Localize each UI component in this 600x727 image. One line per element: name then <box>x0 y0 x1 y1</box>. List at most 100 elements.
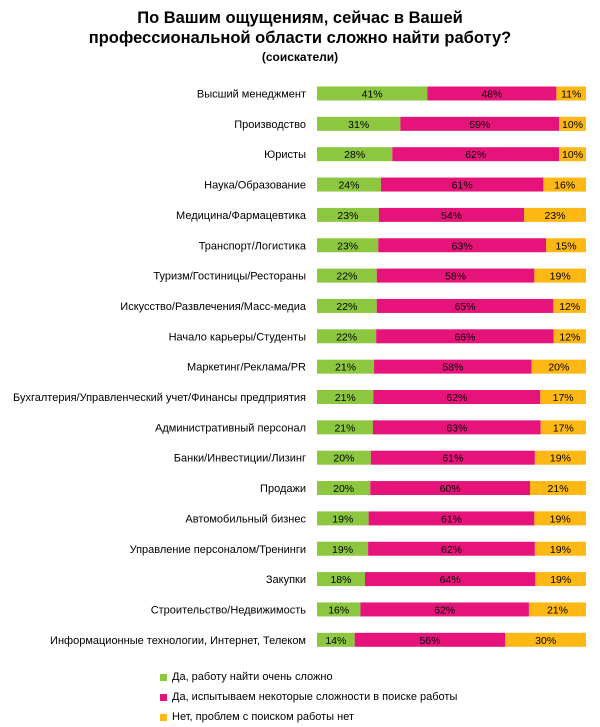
bar-segment-series-1 <box>378 207 525 222</box>
category-label: Закупки <box>266 574 306 586</box>
bar-value-label: 12% <box>559 331 580 343</box>
bar-segment-series-1 <box>376 329 554 344</box>
bar-segment-series-1 <box>372 420 541 435</box>
bar-segment-series-0 <box>317 511 369 526</box>
bar-value-label: 28% <box>344 149 365 161</box>
bar-segment-series-2 <box>524 207 586 222</box>
category-label: Управление персоналом/Тренинги <box>130 544 306 556</box>
bar-value-label: 62% <box>465 149 486 161</box>
chart-subtitle: (соискатели) <box>261 50 339 64</box>
bar-value-label: 64% <box>440 574 461 586</box>
bar-value-label: 61% <box>441 513 462 525</box>
bar-value-label: 24% <box>338 180 359 192</box>
bar-segment-series-1 <box>354 632 506 647</box>
bar-value-label: 23% <box>545 210 566 222</box>
bar-value-label: 61% <box>442 453 463 465</box>
bar-segment-series-1 <box>378 238 547 253</box>
bar-segment-series-0 <box>317 541 369 556</box>
bar-segment-series-0 <box>317 329 377 344</box>
legend-swatch-green <box>160 673 167 681</box>
category-label: Транспорт/Логистика <box>199 240 307 252</box>
category-label: Строительство/Недвижимость <box>151 604 307 616</box>
bar-value-label: 21% <box>334 422 355 434</box>
bar-segment-series-0 <box>317 481 371 496</box>
bar-segment-series-0 <box>317 420 373 435</box>
category-label: Юристы <box>264 149 306 161</box>
bar-segment-series-2 <box>534 541 586 556</box>
bar-segment-series-1 <box>374 359 532 374</box>
bar-value-label: 48% <box>481 89 502 101</box>
bar-value-label: 56% <box>419 635 440 647</box>
bar-segment-series-2 <box>535 572 586 587</box>
bar-segment-series-1 <box>370 450 535 465</box>
bar-value-label: 21% <box>335 362 356 374</box>
bar-value-label: 22% <box>336 301 357 313</box>
bar-segment-series-2 <box>553 329 586 344</box>
category-label: Начало карьеры/Студенты <box>169 331 306 343</box>
category-label: Информационные технологии, Интернет, Тел… <box>50 635 306 647</box>
bar-value-label: 60% <box>440 483 461 495</box>
bar-value-label: 17% <box>553 422 574 434</box>
category-label: Банки/Инвестиции/Лизинг <box>174 453 306 465</box>
bar-segment-series-2 <box>528 602 586 617</box>
bar-value-label: 58% <box>445 271 466 283</box>
bar-segment-series-1 <box>360 602 529 617</box>
category-label: Высший менеджмент <box>197 89 306 101</box>
legend-item-some-difficulty: Да, испытываем некоторые сложности в пои… <box>160 687 457 707</box>
category-label: Туризм/Гостиницы/Рестораны <box>153 271 306 283</box>
bar-value-label: 20% <box>333 453 354 465</box>
bar-value-label: 15% <box>556 240 577 252</box>
bar-value-label: 20% <box>548 362 569 374</box>
category-label: Автомобильный бизнес <box>185 513 306 525</box>
bar-segment-series-1 <box>376 268 535 283</box>
category-label: Наука/Образование <box>204 180 306 192</box>
bar-value-label: 10% <box>562 149 583 161</box>
bar-value-label: 19% <box>550 513 571 525</box>
category-label: Административный персонал <box>155 422 306 434</box>
bar-segment-series-2 <box>559 116 586 131</box>
category-label: Бухгалтерия/Управленческий учет/Финансы … <box>13 392 306 404</box>
bar-segment-series-2 <box>505 632 586 647</box>
bar-value-label: 19% <box>550 574 571 586</box>
legend-label-no-problem: Нет, проблем с поиском работы нет <box>172 711 355 723</box>
bar-segment-series-2 <box>540 420 586 435</box>
bar-value-label: 10% <box>562 119 583 131</box>
bar-segment-series-2 <box>540 390 586 404</box>
bar-value-label: 21% <box>335 392 356 404</box>
bar-segment-series-1 <box>368 541 535 556</box>
bar-segment-series-2 <box>559 147 586 162</box>
bar-value-label: 22% <box>336 271 357 283</box>
bar-segment-series-0 <box>317 632 355 647</box>
bar-value-label: 22% <box>336 331 357 343</box>
bar-value-label: 54% <box>441 210 462 222</box>
legend-item-no-problem: Нет, проблем с поиском работы нет <box>160 707 457 727</box>
bar-value-label: 19% <box>550 544 571 556</box>
bar-value-label: 30% <box>535 635 556 647</box>
bar-value-label: 61% <box>452 180 473 192</box>
bar-segment-series-0 <box>317 602 361 617</box>
bar-value-label: 16% <box>328 604 349 616</box>
bar-segment-series-2 <box>534 511 586 526</box>
bar-segment-series-1 <box>364 572 536 587</box>
bar-segment-series-2 <box>530 481 586 496</box>
bar-value-label: 19% <box>332 513 353 525</box>
bar-value-label: 18% <box>330 574 351 586</box>
bar-segment-series-1 <box>370 481 531 496</box>
bar-value-label: 62% <box>446 392 467 404</box>
bar-segment-series-0 <box>317 177 381 192</box>
bar-segment-series-2 <box>531 359 586 374</box>
bar-value-label: 62% <box>441 544 462 556</box>
bar-segment-series-0 <box>317 268 377 283</box>
bar-value-label: 63% <box>452 240 473 252</box>
bar-segment-series-2 <box>546 238 586 253</box>
bar-segment-series-1 <box>400 116 560 131</box>
bar-value-label: 19% <box>550 453 571 465</box>
bar-segment-series-0 <box>317 147 393 162</box>
legend-swatch-orange <box>160 713 167 721</box>
bar-value-label: 62% <box>434 604 455 616</box>
bar-value-label: 14% <box>325 635 346 647</box>
bar-value-label: 11% <box>561 89 581 101</box>
category-label: Медицина/Фармацевтика <box>176 210 307 222</box>
legend-swatch-pink <box>160 693 167 701</box>
